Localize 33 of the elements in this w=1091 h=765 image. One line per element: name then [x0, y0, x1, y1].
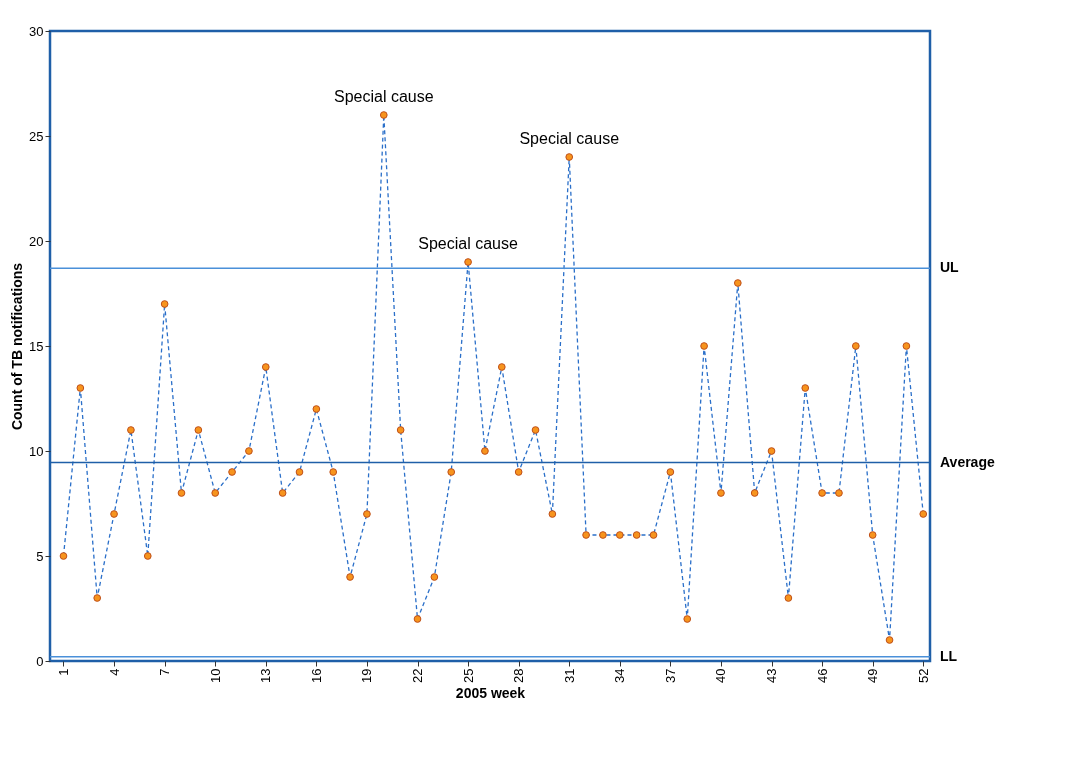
y-tick-label: 30 — [29, 23, 44, 39]
y-tick-label: 20 — [29, 233, 44, 249]
y-tick-label: 0 — [36, 653, 44, 669]
x-tick-label: 25 — [460, 668, 476, 683]
x-tick-label: 19 — [359, 668, 375, 683]
x-tick-label: 31 — [561, 668, 577, 683]
x-tick-label: 49 — [865, 668, 881, 683]
y-tick-label: 5 — [36, 548, 44, 564]
x-tick-label: 7 — [157, 668, 173, 676]
x-axis-title: 2005 week — [455, 684, 526, 701]
x-tick-label: 46 — [814, 668, 830, 683]
annotation: Special cause — [333, 88, 434, 105]
annotation: Special cause — [519, 130, 620, 147]
x-tick-label: 22 — [410, 668, 426, 683]
x-tick-label: 34 — [612, 668, 628, 683]
y-tick-label: 10 — [29, 443, 44, 459]
x-tick-label: 16 — [308, 668, 324, 683]
x-tick-label: 28 — [511, 668, 527, 683]
annotation: Special cause — [418, 235, 518, 252]
x-tick-label: 13 — [258, 668, 274, 683]
ref-line-label: Average — [940, 453, 995, 470]
y-axis-title: Count of TB notifications — [9, 262, 26, 431]
y-tick-label: 15 — [29, 338, 44, 354]
ref-line-label: LL — [940, 647, 958, 664]
x-tick-label: 43 — [764, 668, 780, 683]
x-tick-label: 1 — [55, 668, 71, 676]
x-tick-label: 4 — [106, 668, 122, 676]
x-tick-label: 10 — [207, 668, 223, 683]
x-tick-label: 52 — [915, 668, 931, 683]
y-tick-label: 25 — [29, 128, 44, 144]
x-tick-label: 37 — [662, 668, 678, 683]
x-tick-label: 40 — [713, 668, 729, 683]
ref-line-label: UL — [940, 259, 960, 276]
